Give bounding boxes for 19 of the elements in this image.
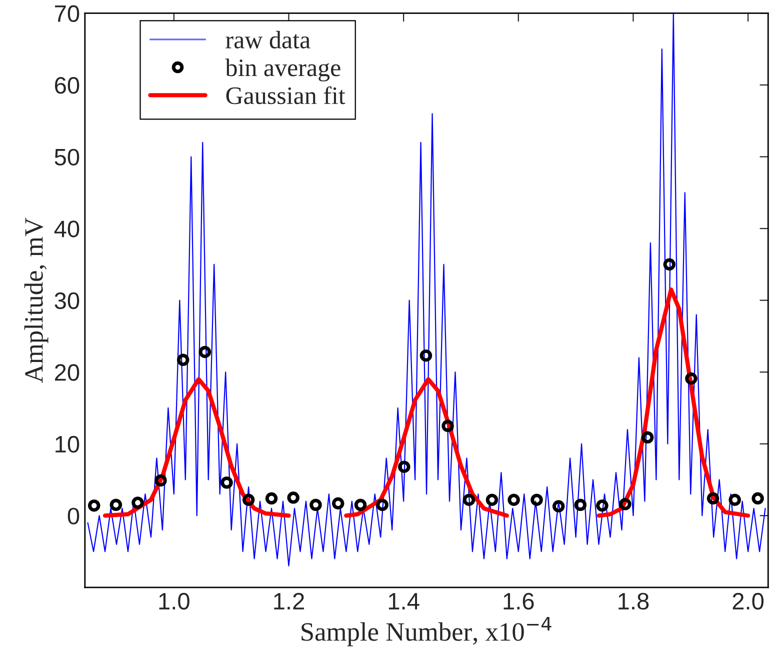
y-tick-label: 0: [68, 508, 80, 524]
y-tick-label: 50: [54, 148, 80, 166]
legend-label: Gaussian fit: [226, 86, 346, 104]
y-tick-label: 60: [55, 77, 80, 94]
y-tick-label: 10: [56, 436, 80, 453]
x-tick-label: 1.4: [388, 593, 420, 610]
y-tick-label: 20: [54, 364, 80, 381]
x-tick-label: 1.6: [504, 592, 534, 610]
x-tick-label: 1.2: [274, 592, 304, 610]
legend-label: bin average: [225, 58, 340, 82]
y-tick-label: 70: [55, 5, 80, 22]
x-tick-label: 2.0: [732, 592, 764, 610]
x-tick-label: 1.8: [618, 592, 649, 610]
y-axis-title: Amplitude, mV: [24, 218, 48, 383]
y-tick-label: 40: [54, 220, 80, 238]
x-axis-title: Sample Number, x10$^{−4}$: [302, 617, 552, 646]
legend-label: raw data: [226, 30, 310, 48]
y-tick-label: 30: [54, 292, 80, 310]
x-tick-label: 1.0: [159, 592, 190, 610]
